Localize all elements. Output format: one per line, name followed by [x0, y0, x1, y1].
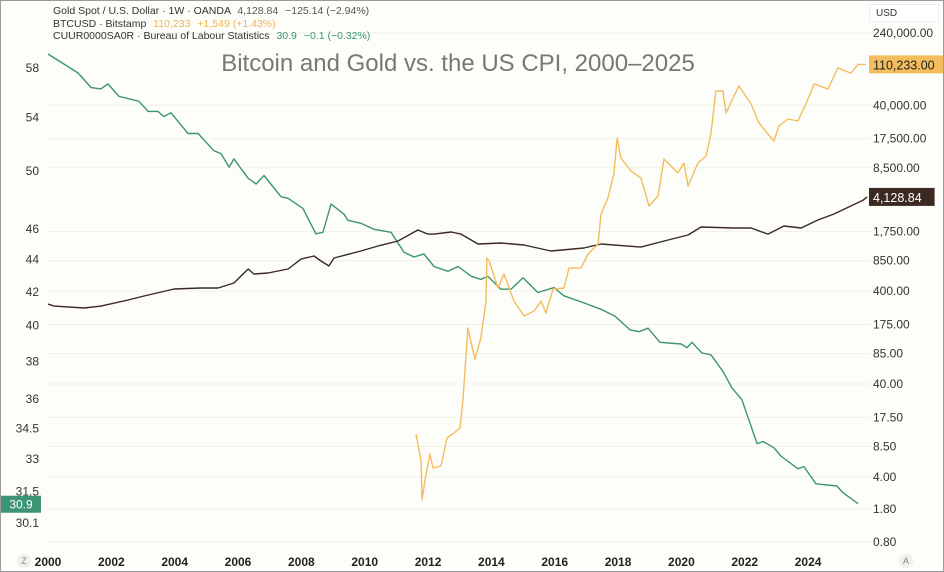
legend-cpi[interactable]: CUUR0000SA0R · Bureau of Labour Statisti… — [53, 30, 370, 43]
legend: Gold Spot / U.S. Dollar · 1W · OANDA 4,1… — [53, 5, 370, 43]
x-axis-tick-label: 2014 — [478, 555, 505, 569]
x-axis-tick-label: 2024 — [795, 555, 822, 569]
right-axis-tick-label: 40,000.00 — [873, 98, 927, 112]
right-axis-tick-label: 40.00 — [873, 377, 903, 391]
last-value-badge — [869, 187, 935, 206]
left-axis-tick-label: 33 — [26, 452, 40, 466]
right-axis-tick-label: 850.00 — [873, 254, 910, 268]
right-axis-tick-label: 400.00 — [873, 284, 910, 298]
series-lines — [47, 53, 868, 505]
x-axis-tick-label: 2002 — [98, 555, 125, 569]
x-axis-tick-label: 2004 — [161, 555, 188, 569]
last-value-badge — [1, 495, 41, 513]
last-value-badge — [869, 55, 943, 74]
x-axis-tick-label: 2010 — [351, 555, 378, 569]
left-axis-tick-label: 36 — [26, 392, 40, 406]
legend-cpi-name: CUUR0000SA0R · Bureau of Labour Statisti… — [53, 30, 270, 42]
left-axis-tick-label: 40 — [26, 319, 40, 333]
legend-btc-change: +1,549 (+1.43%) — [197, 17, 276, 30]
left-axis-tick-label: 54 — [26, 111, 40, 125]
last-value-label: 30.9 — [9, 498, 33, 512]
last-value-label: 4,128.84 — [873, 191, 922, 205]
x-axis-tick-label: 2022 — [731, 555, 758, 569]
right-axis-tick-label: 0.80 — [873, 535, 897, 549]
legend-gold-value: 4,128.84 — [237, 5, 279, 17]
legend-cpi-change: −0.1 (−0.32%) — [303, 30, 371, 42]
right-axis-tick-label: 17.50 — [873, 410, 903, 424]
x-axis-tick-label: 2006 — [225, 555, 252, 569]
left-axis-tick-label: 44 — [26, 253, 40, 267]
series-line-gold-spot-u-s-dollar — [47, 196, 868, 309]
legend-gold[interactable]: Gold Spot / U.S. Dollar · 1W · OANDA 4,1… — [53, 5, 370, 18]
legend-gold-name: Gold Spot / U.S. Dollar · 1W · OANDA — [53, 5, 231, 17]
x-axis-tick-label: 2020 — [668, 555, 695, 569]
right-axis-tick-label: 4.00 — [873, 470, 897, 484]
x-axis-tick-label: 2012 — [415, 555, 442, 569]
right-axis-tick-label: 17,500.00 — [873, 132, 927, 146]
gridlines — [48, 32, 871, 543]
left-axis-tick-label: 38 — [26, 354, 40, 368]
right-axis-tick-label: 175.00 — [873, 317, 910, 331]
left-axis-tick-label: 42 — [26, 285, 40, 299]
series-line-cuur0000sa0r — [47, 53, 859, 505]
x-axis-tick-label: 2018 — [605, 555, 632, 569]
right-axis-tick-label: 1.80 — [873, 502, 897, 516]
right-axis-tick-label: 85.00 — [873, 347, 903, 361]
x-axis-tick-label: 2016 — [541, 555, 568, 569]
legend-btc-value: 110,233 — [153, 17, 191, 30]
left-axis-tick-label: 30.1 — [16, 516, 40, 530]
axis-labels: 240,000.00 40,000.00 17,500.00 8,500.00 1,75… — [1, 26, 943, 569]
x-axis-tick-label: 2000 — [35, 555, 62, 569]
left-axis-tick-label: 46 — [26, 222, 40, 236]
legend-gold-change: −125.14 (−2.94%) — [285, 5, 370, 17]
series-line-btcusd — [415, 63, 866, 501]
x-axis-tick-label: 2008 — [288, 555, 315, 569]
right-axis-tick-label: 1,750.00 — [873, 225, 920, 239]
left-axis-tick-label: 31.5 — [16, 484, 40, 498]
right-axis-tick-label: 8.50 — [873, 439, 897, 453]
right-axis-tick-label: 8,500.00 — [873, 161, 920, 175]
right-axis-tick-label: 240,000.00 — [873, 26, 933, 40]
last-value-label: 110,233.00 — [873, 58, 935, 72]
left-axis-tick-label: 58 — [26, 61, 40, 75]
currency-selector[interactable]: USD — [869, 4, 939, 22]
legend-cpi-value: 30.9 — [276, 30, 297, 42]
auto-scale-button[interactable]: A — [899, 554, 913, 568]
left-axis-tick-label: 50 — [26, 164, 40, 178]
zoom-toggle-button[interactable]: Z — [17, 554, 31, 568]
legend-btc-name: BTCUSD · Bitstamp — [53, 17, 147, 30]
left-axis-tick-label: 34.5 — [16, 421, 40, 435]
chart-title: Bitcoin and Gold vs. the US CPI, 2000–20… — [221, 50, 695, 77]
legend-btc[interactable]: BTCUSD · Bitstamp 110,233 +1,549 (+1.43%… — [53, 18, 370, 31]
